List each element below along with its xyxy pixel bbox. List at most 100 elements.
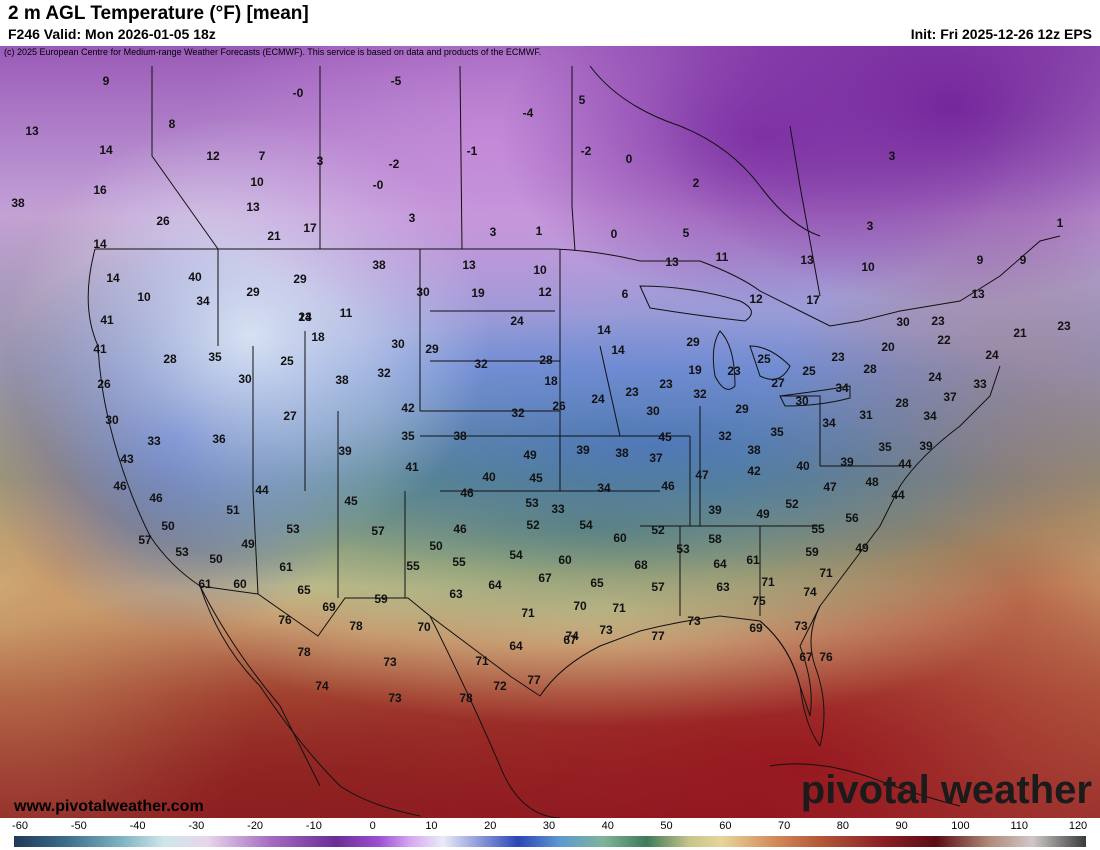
- temperature-label: 50: [209, 552, 223, 566]
- temperature-label: 3: [489, 225, 497, 239]
- east-coast: [819, 365, 1001, 607]
- temperature-label: 13: [462, 258, 476, 272]
- temperature-label: 14: [93, 237, 107, 251]
- temperature-label: 28: [895, 396, 909, 410]
- temperature-label: 18: [311, 330, 325, 344]
- temperature-label: 25: [757, 352, 771, 366]
- temperature-label: 29: [246, 285, 260, 299]
- temperature-label: 53: [525, 496, 539, 510]
- temperature-label: 30: [416, 285, 430, 299]
- temperature-label: 13: [971, 287, 985, 301]
- gulf-coast: [539, 605, 821, 717]
- temperature-label: 26: [156, 214, 170, 228]
- brand-logo: pivotal weather: [800, 768, 1092, 812]
- temperature-label: 76: [278, 613, 292, 627]
- us-canada-border: [95, 235, 1061, 327]
- temperature-label: 71: [521, 606, 535, 620]
- temperature-label: 55: [452, 555, 466, 569]
- temperature-label: 11: [715, 250, 729, 264]
- site-url: www.pivotalweather.com: [14, 798, 204, 815]
- temperature-label: 77: [651, 629, 665, 643]
- temperature-label: 53: [175, 545, 189, 559]
- temperature-label: 49: [855, 541, 869, 555]
- temperature-label: 45: [344, 494, 358, 508]
- temperature-map[interactable]: (c) 2025 European Centre for Medium-rang…: [0, 46, 1100, 818]
- temperature-label: 59: [805, 545, 819, 559]
- temperature-label: 29: [686, 335, 700, 349]
- temperature-label: 12: [538, 285, 552, 299]
- temperature-label: 75: [752, 594, 766, 608]
- temperature-label: 25: [802, 364, 816, 378]
- temperature-label: 19: [688, 363, 702, 377]
- temperature-label: 46: [460, 486, 474, 500]
- temperature-label: 51: [226, 503, 240, 517]
- legend-tick-label: 10: [425, 820, 438, 832]
- us-west-coast: [87, 248, 201, 587]
- temperature-label: 32: [377, 366, 391, 380]
- temperature-label: 70: [573, 599, 587, 613]
- temperature-label: 0: [625, 152, 633, 166]
- temperature-label: 8: [168, 117, 176, 131]
- legend-ticks: -60 -50 -40 -30 -20 -10 0 10 20 30 40 50 60 70 80 90 100…: [0, 820, 1100, 834]
- temperature-label: 29: [293, 272, 307, 286]
- temperature-label: 60: [613, 531, 627, 545]
- temperature-label: 3: [316, 154, 324, 168]
- temperature-label: 45: [658, 430, 672, 444]
- temperature-label: 5: [578, 93, 586, 107]
- temperature-label: 54: [579, 518, 593, 532]
- temperature-label: 41: [405, 460, 419, 474]
- legend-tick-label: 30: [542, 820, 556, 832]
- temperature-label: 73: [687, 614, 701, 628]
- temperature-label: 69: [322, 600, 336, 614]
- temperature-label: 67: [799, 650, 813, 664]
- temperature-label: 57: [138, 533, 152, 547]
- temperature-label: 37: [943, 390, 957, 404]
- temperature-label: 39: [708, 503, 722, 517]
- temperature-label: 41: [93, 342, 107, 356]
- province-line-on-qc: [789, 125, 821, 297]
- temperature-label: 38: [747, 443, 761, 457]
- temperature-label: 73: [599, 623, 613, 637]
- temperature-label: 35: [770, 425, 784, 439]
- legend-tick-label: 90: [895, 820, 908, 832]
- temperature-label: 29: [735, 402, 749, 416]
- temperature-label: 33: [147, 434, 161, 448]
- temperature-label: 13: [246, 200, 260, 214]
- temperature-label: 42: [747, 464, 761, 478]
- temperature-label: 11: [339, 306, 353, 320]
- temperature-label: 28: [163, 352, 177, 366]
- temperature-label: 23: [298, 310, 312, 324]
- temperature-label: 13: [665, 255, 679, 269]
- temperature-label: 53: [676, 542, 690, 556]
- temperature-label: 26: [552, 399, 566, 413]
- temperature-label: 38: [372, 258, 386, 272]
- temperature-label: 74: [803, 585, 817, 599]
- temperature-label: 2: [692, 176, 700, 190]
- temperature-label: 23: [831, 350, 845, 364]
- temperature-label: 12: [749, 292, 763, 306]
- temperature-label: 64: [509, 639, 523, 653]
- temperature-label: 17: [806, 293, 820, 307]
- temperature-label: 44: [255, 483, 269, 497]
- temperature-label: 18: [544, 374, 558, 388]
- temperature-label: 33: [973, 377, 987, 391]
- legend-tick-label: 40: [601, 820, 614, 832]
- temperature-label: 58: [708, 532, 722, 546]
- temperature-label: 27: [771, 376, 785, 390]
- temperature-label: 34: [597, 481, 611, 495]
- legend-tick-label: 60: [719, 820, 732, 832]
- temperature-label: 1: [535, 224, 543, 238]
- header: 2 m AGL Temperature (°F) [mean] F246 Val…: [0, 0, 1100, 46]
- temperature-label: 52: [651, 523, 665, 537]
- temperature-label: 30: [896, 315, 910, 329]
- temperature-label: 14: [597, 323, 611, 337]
- temperature-label: 40: [482, 470, 496, 484]
- temperature-label: 34: [835, 381, 849, 395]
- temperature-label: 63: [716, 580, 730, 594]
- legend-tick-label: -50: [70, 820, 87, 832]
- temperature-label: 23: [727, 364, 741, 378]
- temperature-label: 60: [558, 553, 572, 567]
- legend-tick-label: 50: [660, 820, 673, 832]
- temperature-label: 68: [634, 558, 648, 572]
- temperature-label: -1: [466, 144, 478, 158]
